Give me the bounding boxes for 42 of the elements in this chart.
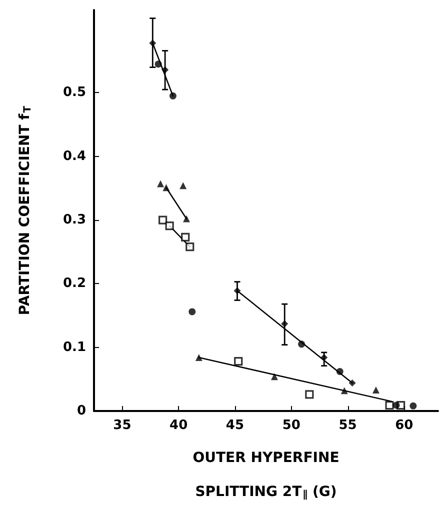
point bbox=[385, 400, 394, 410]
point bbox=[305, 390, 314, 399]
point bbox=[372, 386, 380, 394]
x-tick-label: 60 bbox=[395, 418, 414, 433]
point bbox=[162, 184, 170, 192]
point bbox=[154, 60, 162, 68]
point bbox=[162, 66, 169, 74]
y-tick-label: 0.2 bbox=[62, 276, 86, 292]
point bbox=[158, 216, 168, 224]
point bbox=[320, 354, 328, 362]
point bbox=[336, 368, 344, 376]
point bbox=[348, 379, 356, 386]
point bbox=[157, 180, 164, 188]
point bbox=[188, 308, 196, 316]
x-tick-label: 35 bbox=[113, 418, 132, 433]
point bbox=[181, 232, 190, 242]
point bbox=[340, 387, 348, 394]
point bbox=[165, 221, 174, 230]
point bbox=[180, 182, 187, 190]
point bbox=[281, 320, 288, 328]
point bbox=[186, 242, 194, 252]
point bbox=[234, 287, 241, 294]
y-tick-label: 0.1 bbox=[62, 340, 86, 355]
y-axis-title: PARTITION COEFFICIENT fT bbox=[17, 106, 34, 316]
point bbox=[298, 340, 306, 348]
point bbox=[410, 402, 417, 410]
y-tick-label: 0.5 bbox=[62, 85, 86, 100]
y-tick-label: 0.4 bbox=[62, 148, 86, 164]
y-tick-label: 0.3 bbox=[62, 212, 86, 228]
point bbox=[169, 92, 176, 100]
point bbox=[149, 40, 156, 47]
x-tick-label: 45 bbox=[226, 418, 244, 433]
x-tick-label: 40 bbox=[170, 418, 188, 433]
point bbox=[234, 357, 243, 366]
text: OUTER HYPERFINE SPLITTING 2T∥ (G) bbox=[192, 450, 340, 500]
point bbox=[392, 402, 400, 409]
point bbox=[182, 215, 190, 222]
point bbox=[270, 373, 278, 380]
point bbox=[195, 354, 202, 362]
y-tick-label: 0 bbox=[76, 404, 86, 418]
x-tick-label: 55 bbox=[338, 418, 357, 433]
x-tick-label: 50 bbox=[282, 418, 300, 433]
